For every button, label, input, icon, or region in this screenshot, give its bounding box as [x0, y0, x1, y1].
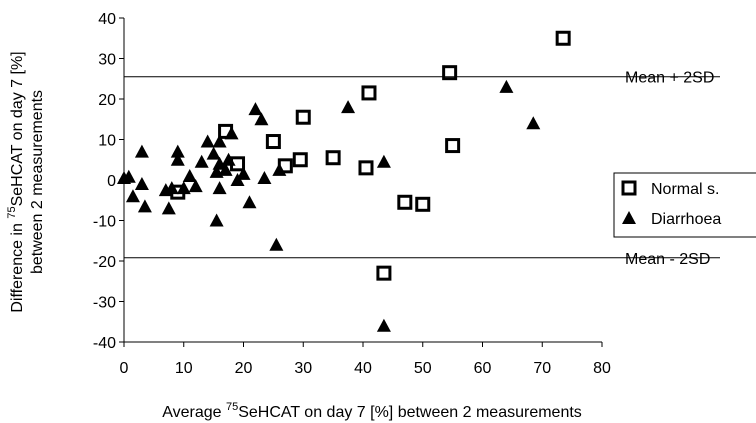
data-point-diarrhoea [218, 162, 233, 176]
data-point-diarrhoea [206, 146, 221, 160]
legend-marker-triangle [622, 211, 636, 224]
y-tick-label: 30 [98, 52, 116, 69]
x-tick-label: 70 [533, 360, 551, 377]
data-point-normal [361, 85, 377, 101]
data-point-diarrhoea [212, 156, 227, 170]
data-point-normal [415, 196, 431, 212]
data-point-diarrhoea [376, 154, 391, 168]
y-tick-label: -30 [93, 295, 116, 312]
legend-label-diarrhoea: Diarrhoea [651, 211, 721, 228]
data-point-diarrhoea [170, 144, 185, 158]
data-point-normal [555, 30, 571, 46]
y-tick-label: -10 [93, 214, 116, 231]
data-point-diarrhoea [499, 79, 514, 93]
reference-lines: Mean + 2SD Mean - 2SD [124, 70, 720, 268]
axis-ticks: -40 -30 -20 -10 0 10 20 30 40 0 10 20 30 40 50 60 70 80 [93, 11, 611, 377]
data-point-diarrhoea [164, 181, 179, 195]
svg-text:between 2 measurements: between 2 measurements [29, 90, 46, 274]
data-points [117, 30, 571, 332]
legend-marker-square [621, 180, 637, 196]
reference-line-label: Mean + 2SD [625, 70, 714, 87]
data-point-normal [358, 160, 374, 176]
y-tick-label: -20 [93, 254, 116, 271]
data-point-diarrhoea [236, 166, 251, 180]
data-point-diarrhoea [121, 169, 136, 183]
data-point-diarrhoea [526, 116, 541, 130]
y-tick-label: 0 [107, 173, 116, 190]
x-tick-label: 10 [175, 360, 193, 377]
y-tick-label: 40 [98, 11, 116, 28]
data-point-normal [325, 150, 341, 166]
x-tick-label: 40 [354, 360, 372, 377]
x-tick-label: 30 [294, 360, 312, 377]
legend: Normal s. Diarrhoea [613, 172, 756, 238]
data-point-diarrhoea [137, 199, 152, 213]
data-point-diarrhoea [224, 126, 239, 140]
data-point-diarrhoea [341, 100, 356, 114]
y-tick-label: 10 [98, 133, 116, 150]
x-tick-label: 60 [474, 360, 492, 377]
data-point-diarrhoea [254, 112, 269, 126]
y-tick-label: -40 [93, 335, 116, 352]
data-point-diarrhoea [134, 177, 149, 191]
data-point-diarrhoea [269, 237, 284, 251]
x-tick-label: 0 [120, 360, 129, 377]
data-point-diarrhoea [212, 134, 227, 148]
x-axis-title: Average 75SeHCAT on day 7 [%] between 2 … [162, 401, 582, 421]
data-point-normal [265, 134, 281, 150]
data-point-diarrhoea [161, 201, 176, 215]
reference-line-label: Mean - 2SD [625, 251, 710, 268]
data-point-normal [397, 194, 413, 210]
data-point-diarrhoea [376, 318, 391, 332]
data-point-diarrhoea [194, 154, 209, 168]
data-point-diarrhoea [272, 162, 287, 176]
legend-label-normal: Normal s. [651, 181, 719, 198]
data-point-normal [292, 152, 308, 168]
x-tick-label: 50 [414, 360, 432, 377]
y-tick-label: 20 [98, 92, 116, 109]
data-point-normal [445, 138, 461, 154]
data-point-diarrhoea [176, 181, 191, 195]
data-point-diarrhoea [242, 195, 257, 209]
data-point-diarrhoea [248, 102, 263, 116]
data-point-diarrhoea [257, 170, 272, 184]
y-axis-title: Difference in 75SeHCAT on day 7 [%] betw… [6, 51, 46, 312]
data-point-diarrhoea [221, 152, 236, 166]
svg-text:Difference in 75SeHCAT on day: Difference in 75SeHCAT on day 7 [%] [6, 51, 26, 312]
data-point-diarrhoea [188, 179, 203, 193]
data-point-diarrhoea [125, 189, 140, 203]
legend-box [613, 172, 756, 238]
data-point-normal [376, 265, 392, 281]
x-tick-label: 20 [235, 360, 253, 377]
data-point-diarrhoea [182, 168, 197, 182]
data-point-diarrhoea [134, 144, 149, 158]
data-point-diarrhoea [209, 213, 224, 227]
data-point-diarrhoea [212, 181, 227, 195]
x-tick-label: 80 [593, 360, 611, 377]
data-point-normal [295, 109, 311, 125]
data-point-diarrhoea [200, 134, 215, 148]
data-point-normal [442, 65, 458, 81]
data-point-diarrhoea [170, 152, 185, 166]
